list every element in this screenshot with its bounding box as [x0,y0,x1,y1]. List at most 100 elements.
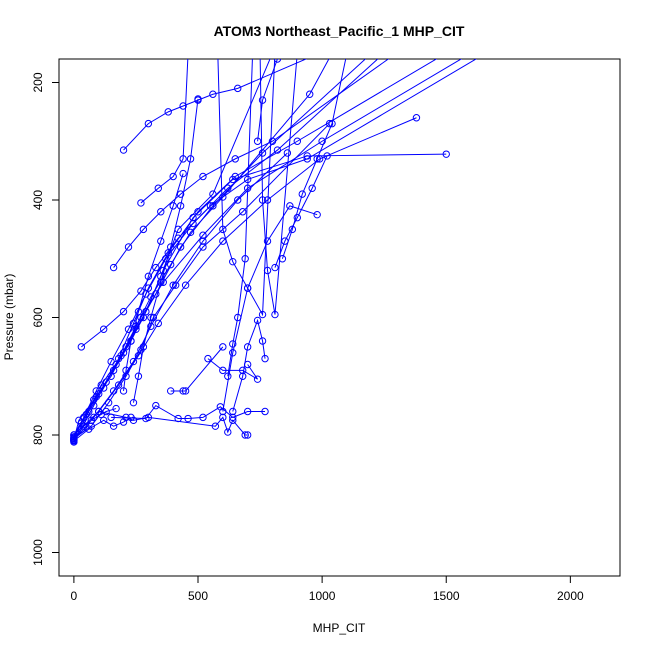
series-18 [258,59,298,319]
y-tick-label: 1000 [31,539,45,566]
series-line [217,59,276,317]
data-point [144,272,153,281]
data-point [258,196,267,204]
data-point [261,407,269,416]
data-point [241,431,249,439]
data-point [278,255,287,263]
data-point [323,152,331,160]
y-tick-label: 600 [31,307,45,327]
data-point [129,398,138,407]
series-line [132,98,199,403]
series-line [207,358,258,380]
data-point [261,354,269,363]
series-line [73,408,117,440]
series-line [274,155,328,268]
data-point [216,403,225,411]
series-line [140,59,189,204]
series-line [73,117,417,436]
data-point [80,413,88,422]
y-axis: 200 400 600 800 1000 [31,72,59,566]
data-point [273,146,282,154]
data-point [224,184,232,192]
data-point [209,190,217,198]
series-25 [229,316,269,416]
data-point [102,378,110,386]
data-point [268,137,277,145]
data-point [258,310,267,319]
series-13 [119,59,308,154]
data-point [199,237,207,245]
data-point [199,413,207,422]
data-point [243,431,252,439]
data-point [234,196,242,204]
data-point [298,190,306,198]
data-point [186,228,195,237]
data-point [288,225,297,234]
series-1 [70,59,463,442]
data-point [306,90,314,98]
data-point [243,407,252,416]
series-line [73,153,447,438]
data-point [157,237,165,245]
data-point [189,219,197,228]
series-line [257,59,280,142]
data-point [119,418,128,426]
data-point [189,213,197,222]
series-line [281,59,347,259]
x-axis: 0 500 1000 1500 2000 [71,576,584,603]
data-point [154,184,162,192]
data-point [209,90,217,98]
data-point [442,150,450,158]
data-point [99,325,108,333]
data-point [167,260,175,269]
data-point [219,343,227,351]
data-point [229,416,237,425]
data-point [313,155,321,163]
series-line [73,59,438,442]
data-point [139,225,148,234]
data-point [241,255,249,263]
data-point [154,319,162,328]
data-point [263,237,272,245]
data-point [179,169,187,178]
series-line [222,205,318,412]
data-point [328,119,336,128]
data-point [90,401,98,410]
data-point [293,137,302,145]
data-point [147,322,155,331]
data-point [229,257,237,266]
series-line [123,59,308,151]
data-point [169,281,177,289]
series-line [73,59,379,439]
data-point [206,202,215,210]
data-point [80,422,88,430]
data-point [229,175,237,184]
series-23 [253,59,282,145]
data-point [109,387,118,395]
y-tick-label: 200 [31,72,45,92]
data-point [184,414,192,423]
data-point [124,325,133,333]
series-2 [70,59,367,439]
data-point [167,243,175,251]
series-21 [271,152,331,272]
data-point [109,263,118,272]
data-point [176,243,185,251]
data-point [273,59,282,63]
series-line [111,404,266,420]
series-12 [109,59,390,272]
data-point [179,155,187,163]
data-point [157,278,165,286]
x-tick-label: 1500 [433,589,460,603]
data-point [169,202,177,210]
data-point [157,208,165,216]
data-point [107,357,115,366]
data-point [243,343,252,351]
y-tick-label: 400 [31,190,45,210]
data-point [253,375,262,383]
data-point [238,208,247,216]
data-point [139,343,148,351]
data-point [258,337,267,345]
data-point [258,96,267,104]
